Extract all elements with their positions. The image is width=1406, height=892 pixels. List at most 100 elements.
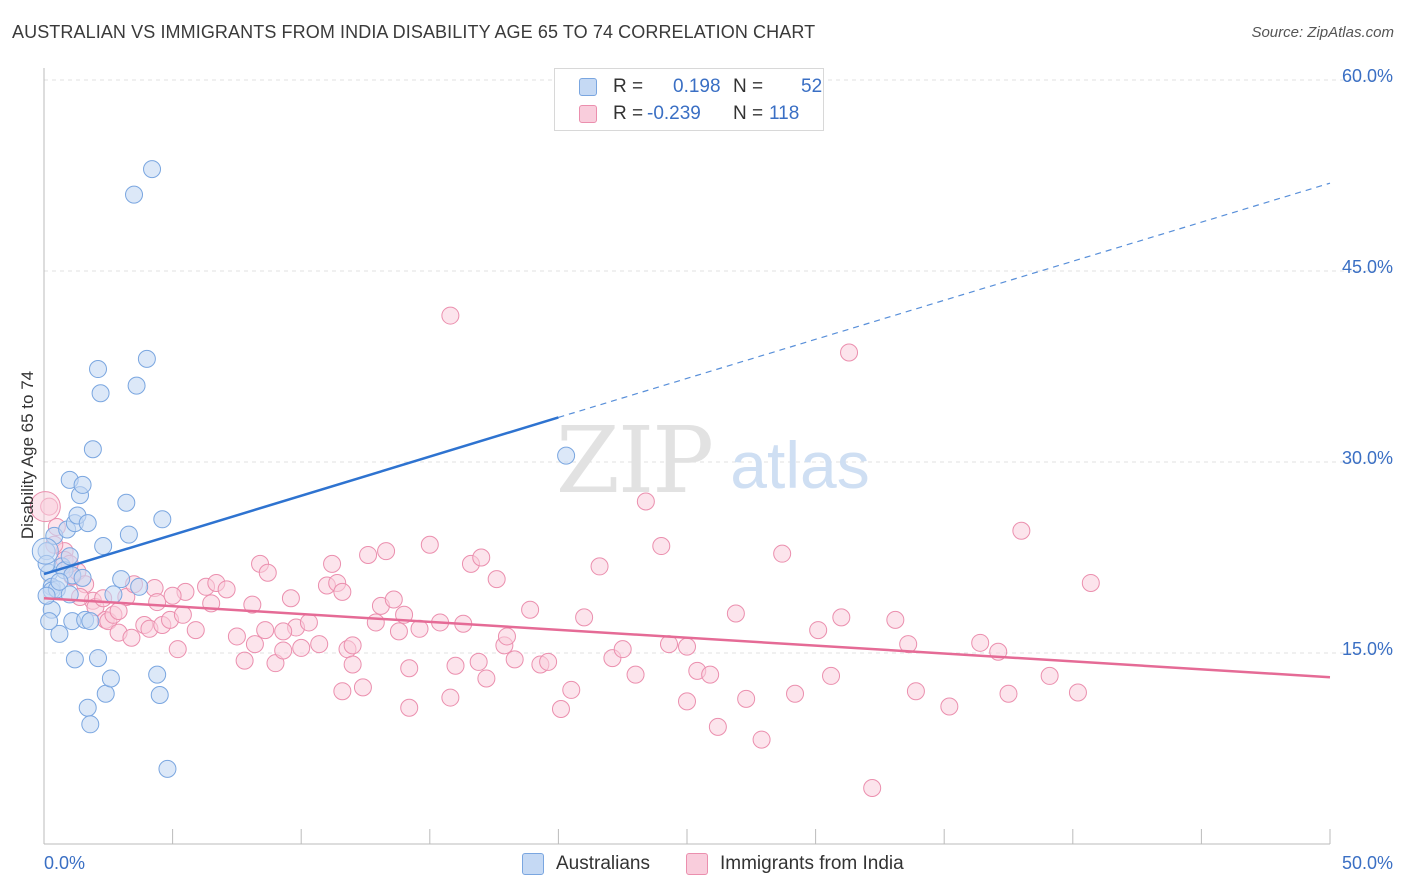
data-point-india xyxy=(832,608,851,627)
data-point-india xyxy=(1012,521,1031,540)
data-point-australians xyxy=(65,650,84,669)
legend-n-value: 118 xyxy=(769,103,800,124)
data-point-australians xyxy=(78,514,97,533)
data-point-australians xyxy=(150,686,169,705)
y-tick-label: 15.0% xyxy=(1342,639,1393,659)
data-point-india xyxy=(906,682,925,701)
data-point-india xyxy=(487,570,506,589)
data-point-india xyxy=(652,537,671,556)
data-point-india xyxy=(446,656,465,675)
y-axis-label: Disability Age 65 to 74 xyxy=(18,370,37,540)
data-point-australians xyxy=(96,684,115,703)
data-point-australians xyxy=(89,649,108,668)
data-point-australians xyxy=(73,568,92,587)
y-tick-label: 60.0% xyxy=(1342,66,1393,86)
data-point-india xyxy=(274,622,293,641)
data-point-india xyxy=(235,651,254,670)
trend-line-australians xyxy=(43,416,559,576)
data-point-india xyxy=(243,595,262,614)
data-point-australians xyxy=(60,547,79,566)
watermark-zip: ZIP xyxy=(556,407,712,514)
data-point-australians xyxy=(50,624,69,643)
trend-line-india xyxy=(43,596,1331,679)
data-point-australians xyxy=(94,537,113,556)
data-point-india xyxy=(310,635,329,654)
data-point-india xyxy=(343,636,362,655)
data-point-india xyxy=(366,613,385,632)
data-point-india xyxy=(899,635,918,654)
data-point-india xyxy=(227,627,246,646)
data-point-india xyxy=(148,593,167,612)
data-point-india xyxy=(109,601,128,620)
legend-n-label: N = xyxy=(733,103,764,124)
data-point-india xyxy=(940,697,959,716)
data-point-india xyxy=(441,688,460,707)
data-point-australians xyxy=(50,572,69,591)
data-point-australians xyxy=(101,669,120,688)
data-point-india xyxy=(333,582,352,601)
data-point-india xyxy=(636,492,655,511)
watermark-atlas: atlas xyxy=(730,428,869,502)
data-point-australians xyxy=(81,612,100,631)
data-point-india xyxy=(359,545,378,564)
data-point-india xyxy=(292,638,311,657)
data-point-india-cluster xyxy=(29,491,61,523)
data-point-india xyxy=(539,652,558,671)
data-point-india xyxy=(886,610,905,629)
data-point-india xyxy=(333,682,352,701)
data-point-india xyxy=(1081,573,1100,592)
data-point-australians xyxy=(148,665,167,684)
legend-swatch-blue xyxy=(579,78,597,96)
data-point-india xyxy=(575,608,594,627)
data-point-india xyxy=(400,659,419,678)
data-point-australians xyxy=(557,446,576,465)
y-tick-label: 30.0% xyxy=(1342,448,1393,468)
data-point-india xyxy=(678,637,696,656)
data-point-india xyxy=(590,557,609,576)
data-point-india xyxy=(163,586,182,605)
legend-r-value: 0.198 xyxy=(673,76,721,97)
data-point-australians xyxy=(91,384,110,403)
data-point-india xyxy=(551,700,570,719)
data-point-india xyxy=(377,542,396,561)
data-point-australians xyxy=(117,493,136,512)
legend-r-label: R = xyxy=(613,103,644,124)
data-point-india xyxy=(441,306,460,325)
data-point-india xyxy=(726,604,745,623)
trend-lines xyxy=(43,182,1331,679)
data-point-india xyxy=(521,600,540,619)
data-point-australians xyxy=(40,612,59,631)
data-point-india xyxy=(256,621,275,640)
data-point-australians xyxy=(83,440,102,459)
data-point-india xyxy=(384,590,403,609)
legend-swatch-pink xyxy=(579,105,597,123)
data-point-india xyxy=(469,652,488,671)
legend-n-label: N = xyxy=(733,76,764,97)
data-point-australians xyxy=(104,585,123,604)
data-point-india xyxy=(343,655,362,674)
y-tick-label: 45.0% xyxy=(1342,257,1393,277)
data-point-india xyxy=(389,622,408,641)
data-point-australians xyxy=(37,586,56,605)
data-point-australians xyxy=(143,160,162,179)
data-point-india xyxy=(122,628,141,647)
data-point-india xyxy=(353,678,372,697)
data-point-india xyxy=(497,627,516,646)
data-point-india xyxy=(678,692,696,711)
data-point-india xyxy=(562,680,581,699)
grid-lines xyxy=(44,79,1395,654)
x-tick-label-max: 50.0% xyxy=(1342,853,1393,873)
data-point-australians xyxy=(119,525,138,544)
data-point-australians xyxy=(89,360,108,379)
data-point-india xyxy=(737,689,756,708)
data-point-india xyxy=(400,698,419,717)
series-australians-points xyxy=(31,160,576,778)
data-point-india xyxy=(1040,666,1059,685)
legend-r-label: R = xyxy=(613,76,644,97)
chart-title: AUSTRALIAN VS IMMIGRANTS FROM INDIA DISA… xyxy=(12,22,816,42)
data-point-india xyxy=(281,589,300,608)
data-point-india xyxy=(217,580,236,599)
data-point-india xyxy=(1068,683,1087,702)
data-point-india xyxy=(323,554,342,573)
